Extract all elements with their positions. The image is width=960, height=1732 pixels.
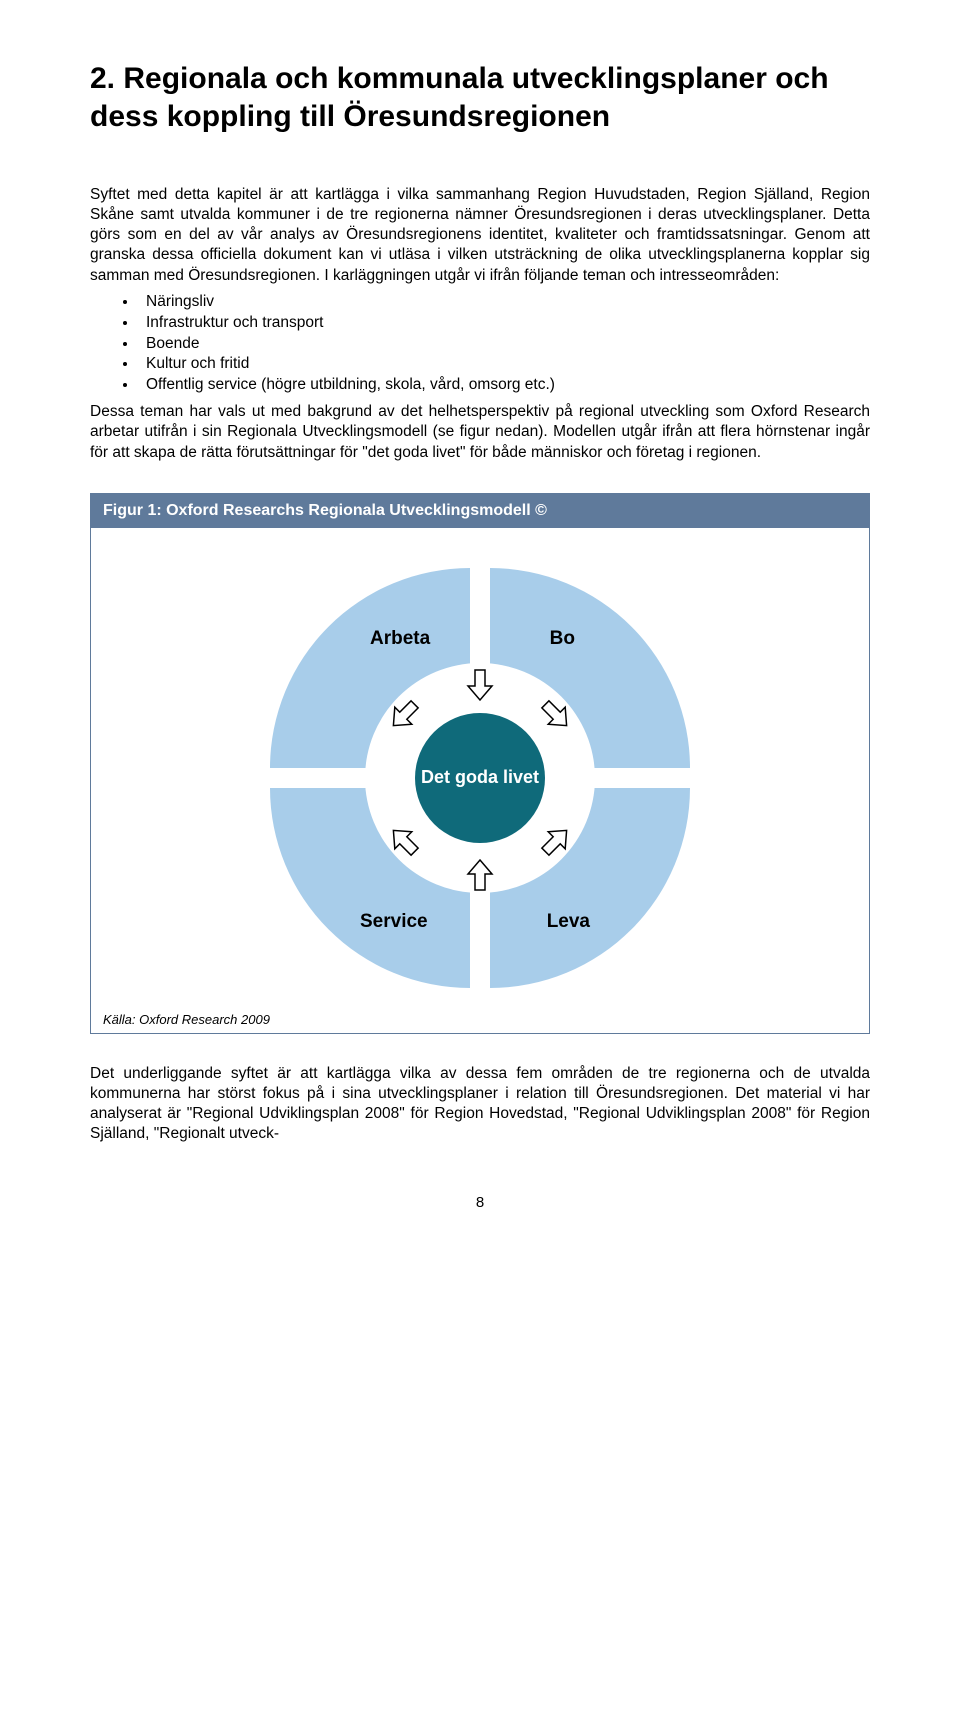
label-bo: Bo (550, 628, 575, 650)
section-number: 2. (90, 62, 115, 95)
figure-source: Källa: Oxford Research 2009 (91, 1008, 869, 1033)
arrow-up-icon (466, 858, 494, 892)
arrow-down-icon (466, 668, 494, 702)
figure-title: Figur 1: Oxford Researchs Regionala Utve… (91, 494, 869, 528)
label-service: Service (360, 911, 428, 933)
list-item: Kultur och fritid (138, 354, 870, 375)
list-item: Infrastruktur och transport (138, 313, 870, 334)
intro-paragraph: Syftet med detta kapitel är att kartlägg… (90, 185, 870, 286)
development-model-diagram: Det goda livet Arbeta Bo Service Leva (270, 568, 690, 988)
theme-list: Näringsliv Infrastruktur och transport B… (90, 292, 870, 397)
document-page: 2. Regionala och kommunala utvecklingspl… (0, 0, 960, 1251)
closing-paragraph: Det underliggande syftet är att kartlägg… (90, 1064, 870, 1145)
list-item: Offentlig service (högre utbildning, sko… (138, 375, 870, 396)
center-circle: Det goda livet (415, 713, 545, 843)
figure-body: Det goda livet Arbeta Bo Service Leva (91, 528, 869, 1008)
second-paragraph: Dessa teman har vals ut med bakgrund av … (90, 402, 870, 462)
section-heading: 2. Regionala och kommunala utvecklingspl… (90, 60, 870, 135)
label-leva: Leva (547, 911, 590, 933)
label-arbeta: Arbeta (370, 628, 430, 650)
center-label: Det goda livet (421, 767, 539, 789)
list-item: Boende (138, 334, 870, 355)
section-title-text: Regionala och kommunala utvecklingsplane… (90, 62, 829, 133)
page-number: 8 (90, 1194, 870, 1211)
figure-container: Figur 1: Oxford Researchs Regionala Utve… (90, 493, 870, 1034)
list-item: Näringsliv (138, 292, 870, 313)
